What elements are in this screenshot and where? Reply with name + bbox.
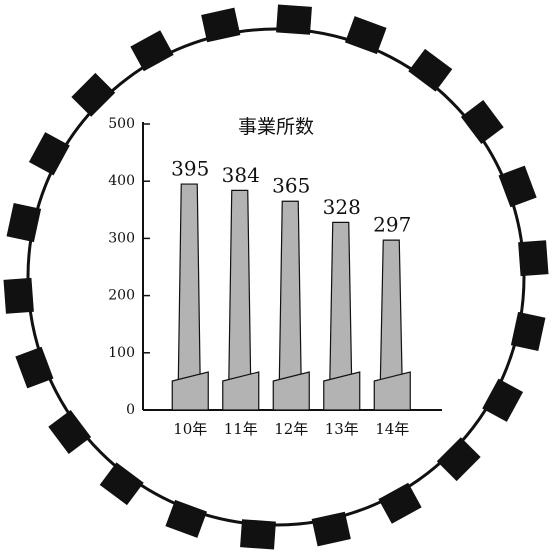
gear-tooth [311,511,351,547]
gear-tooth [408,48,453,92]
gear-tooth [99,462,144,506]
gear-tooth [3,277,34,314]
x-tick-label: 10年 [173,420,207,438]
chimney-bar [379,239,403,386]
y-tick-label: 100 [108,345,135,361]
value-label: 395 [171,157,209,181]
y-tick-label: 300 [108,230,135,246]
chart-title: 事業所数 [238,116,314,138]
gear-tooth [436,437,481,482]
chimney-bar [329,221,353,386]
chimney-base [171,371,209,411]
chimney-bar [177,183,201,386]
gear-tooth [276,4,312,35]
y-tick-label: 0 [126,402,135,418]
gear-frame [3,4,549,550]
value-label: 384 [222,163,260,187]
y-tick-label: 400 [108,173,135,189]
chimney-base [222,371,260,411]
gear-tooth [201,7,241,43]
gear-tooth [378,482,422,524]
value-label: 297 [373,213,411,237]
value-label: 365 [272,174,310,198]
gear-tooth [498,165,537,208]
gear-tooth [460,100,504,145]
gear-tooth [6,202,42,243]
gear-tooth [130,30,174,72]
gear-tooth [482,378,524,422]
value-label: 328 [323,195,361,219]
x-tick-label: 14年 [375,420,409,438]
gear-tooth [15,346,54,389]
chimney-bar [278,200,302,386]
gear-tooth [71,72,116,117]
gear-tooth [28,132,70,176]
gear-tooth [48,409,92,454]
gear-tooth [344,16,387,55]
chimney-base [272,371,310,411]
chimney-base [373,371,411,411]
x-tick-label: 12年 [274,420,308,438]
gear-tooth [518,240,549,277]
gear-tooth [240,519,276,550]
x-tick-label: 11年 [224,420,258,438]
x-tick-label: 13年 [325,420,359,438]
y-tick-label: 500 [108,116,135,132]
gear-tooth [510,311,546,352]
chimney-base [323,371,361,411]
y-tick-label: 200 [108,288,135,304]
gear-tooth [165,499,208,538]
chimney-bar [228,189,252,386]
